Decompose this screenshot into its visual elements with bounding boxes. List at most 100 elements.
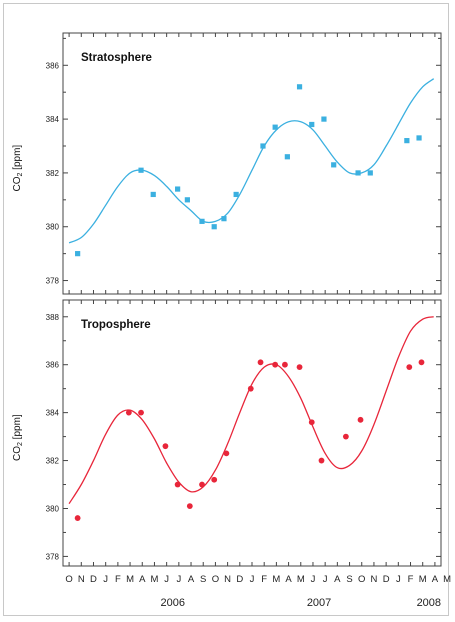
month-label: J: [396, 574, 401, 585]
stratosphere-points: [75, 84, 422, 257]
svg-text:CO2 [ppm]: CO2 [ppm]: [12, 145, 24, 192]
troposphere-fit-curve: [68, 316, 434, 505]
troposphere-points: [74, 359, 425, 521]
month-label: F: [408, 574, 414, 585]
troposphere-y-ticks: 378 380 382 384 386 388: [46, 313, 441, 561]
data-point: [404, 138, 410, 144]
month-label: S: [200, 574, 206, 585]
data-point: [211, 476, 218, 483]
data-point: [175, 186, 181, 192]
data-point: [272, 361, 279, 368]
month-label: A: [334, 574, 341, 585]
month-label: F: [115, 574, 121, 585]
y-tick-label: 384: [46, 409, 60, 418]
month-label: M: [297, 574, 305, 585]
y-tick-label: 380: [46, 223, 60, 232]
data-point: [260, 143, 266, 149]
y-tick-label: 378: [46, 552, 60, 561]
month-label: M: [419, 574, 427, 585]
year-label: 2007: [307, 597, 331, 609]
data-point: [247, 385, 254, 392]
data-point: [367, 170, 373, 176]
troposphere-panel: Troposphere CO2 [ppm] 378 380 382 384 386 388: [12, 299, 442, 567]
data-point: [186, 503, 193, 509]
data-point: [223, 450, 230, 457]
y-tick-label: 384: [46, 115, 60, 124]
month-label: J: [176, 574, 181, 585]
svg-text:CO2 [ppm]: CO2 [ppm]: [12, 414, 24, 461]
data-point: [272, 124, 278, 130]
data-point: [321, 116, 327, 122]
data-point: [150, 191, 156, 198]
month-label: A: [432, 574, 439, 585]
data-point: [296, 364, 303, 370]
month-label: J: [103, 574, 108, 585]
month-label: M: [443, 574, 451, 585]
month-label: D: [236, 574, 243, 585]
stratosphere-title: Stratosphere: [81, 52, 152, 64]
month-label: D: [383, 574, 390, 585]
month-label: A: [188, 574, 195, 585]
data-point: [406, 364, 413, 370]
data-point: [357, 416, 364, 423]
troposphere-plot-area: [62, 299, 442, 567]
data-point: [211, 224, 217, 230]
data-point: [296, 84, 303, 90]
month-label: J: [323, 574, 328, 585]
data-point: [199, 218, 205, 224]
month-label: M: [126, 574, 134, 585]
data-point: [75, 251, 81, 257]
y-tick-label: 380: [46, 504, 60, 513]
year-labels: 2006 2007 2008: [160, 597, 441, 609]
month-label: S: [346, 574, 352, 585]
stratosphere-y-axis-label: CO2 [ppm]: [12, 145, 24, 192]
month-label: F: [261, 574, 267, 585]
month-label: M: [150, 574, 158, 585]
troposphere-x-ticks: [68, 300, 436, 566]
month-label: O: [358, 574, 365, 585]
data-point: [233, 191, 239, 198]
data-point: [318, 457, 325, 464]
troposphere-y-axis-label: CO2 [ppm]: [12, 414, 24, 461]
data-point: [308, 419, 315, 426]
month-label: N: [78, 574, 85, 585]
month-label: D: [90, 574, 97, 585]
data-point: [418, 359, 425, 366]
month-label: A: [139, 574, 146, 585]
y-tick-label: 378: [46, 277, 60, 286]
data-point: [416, 135, 422, 141]
data-point: [257, 359, 264, 366]
data-point: [199, 481, 205, 488]
month-label: O: [65, 574, 72, 585]
year-label: 2008: [417, 597, 441, 609]
data-point: [282, 361, 288, 368]
stratosphere-x-ticks: [68, 33, 436, 294]
data-point: [74, 515, 81, 521]
data-point: [221, 216, 227, 222]
month-label: M: [272, 574, 280, 585]
data-point: [174, 481, 181, 488]
y-tick-label: 388: [46, 313, 60, 322]
y-tick-label: 382: [46, 457, 60, 466]
stratosphere-panel: Stratosphere CO2 [ppm] 378 380 382 384 386: [12, 32, 442, 295]
data-point: [355, 170, 361, 176]
data-point: [331, 162, 337, 168]
year-label: 2006: [160, 597, 184, 609]
y-tick-label: 386: [46, 361, 60, 370]
stratosphere-fit-curve: [68, 78, 435, 244]
data-point: [342, 433, 349, 440]
month-label: J: [164, 574, 169, 585]
data-point: [162, 443, 169, 450]
month-label: J: [250, 574, 255, 585]
stratosphere-plot-area: [62, 32, 442, 295]
month-label: N: [370, 574, 377, 585]
data-point: [309, 121, 315, 128]
month-label: N: [224, 574, 231, 585]
data-point: [138, 167, 144, 173]
data-point: [125, 409, 132, 416]
stratosphere-y-ticks: 378 380 382 384 386: [46, 37, 441, 286]
y-tick-label: 386: [46, 61, 60, 70]
troposphere-title: Troposphere: [81, 319, 151, 331]
y-tick-label: 382: [46, 169, 60, 178]
